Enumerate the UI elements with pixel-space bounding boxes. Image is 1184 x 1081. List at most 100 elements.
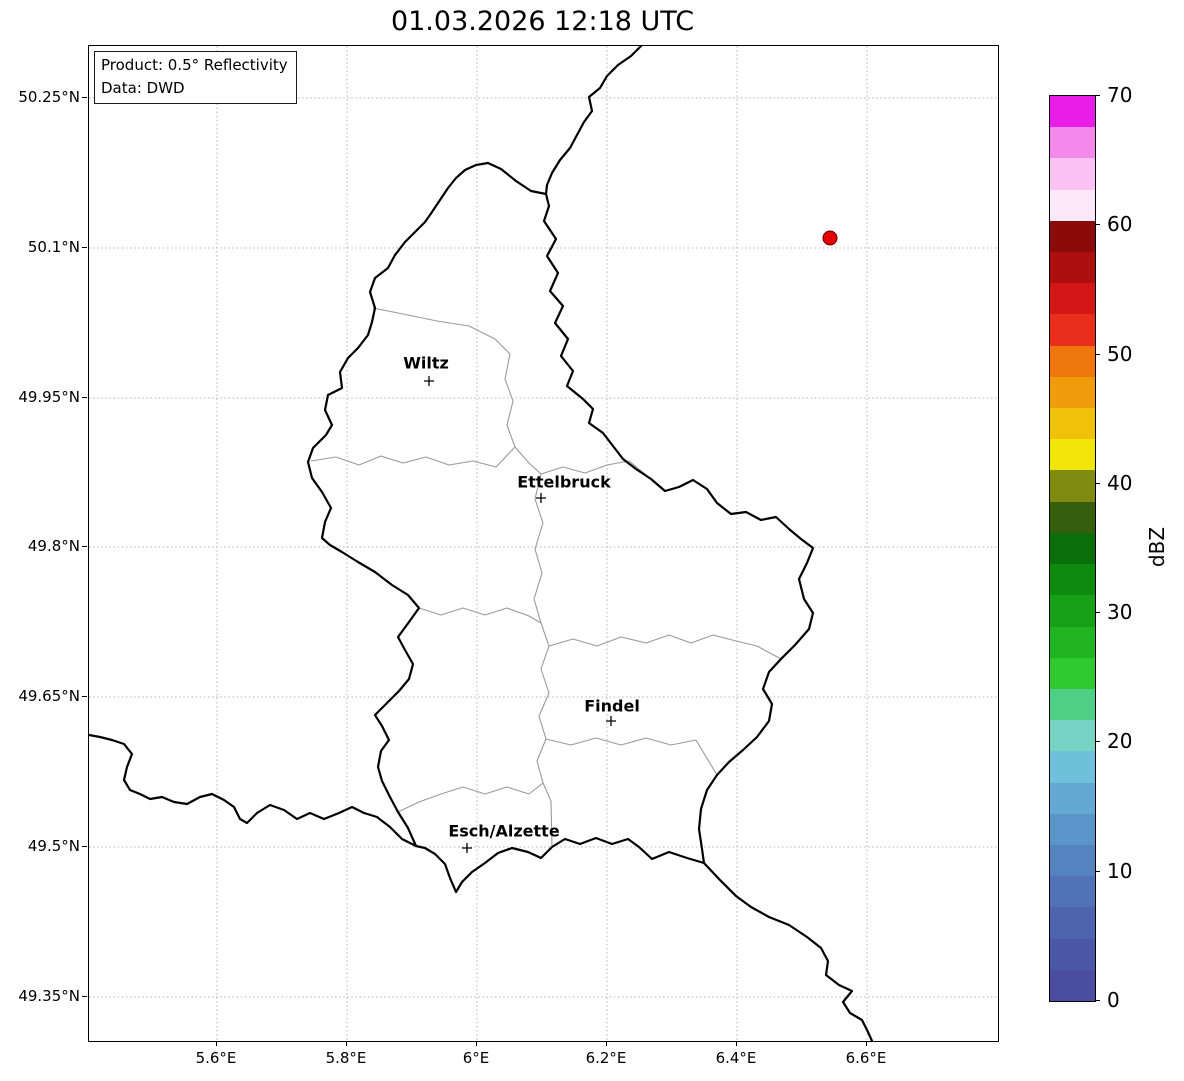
y-tick-mark (82, 846, 87, 847)
x-tick-mark (736, 1041, 737, 1046)
city-label: Esch/Alzette (448, 821, 560, 841)
colorbar-tick-mark (1095, 741, 1100, 743)
colorbar-tick-mark (1095, 870, 1100, 872)
y-tick-mark (82, 247, 87, 248)
x-tick-mark (216, 1041, 217, 1046)
map-plot: Product: 0.5° Reflectivity Data: DWD Wil… (88, 45, 999, 1042)
district-border-west (310, 446, 516, 468)
product-info-box: Product: 0.5° Reflectivity Data: DWD (94, 51, 297, 104)
luxembourg-border (306, 161, 815, 894)
luxembourg-map-canvas (89, 46, 998, 1041)
x-tick-mark (866, 1041, 867, 1046)
colorbar-segment (1050, 626, 1095, 658)
x-tick-label: 6.2°E (585, 1049, 627, 1067)
reflectivity-colorbar (1049, 95, 1096, 1002)
y-tick-mark (82, 996, 87, 997)
grid-lines (89, 46, 998, 1041)
colorbar-tick-label: 10 (1107, 858, 1133, 883)
colorbar-tick-mark (1095, 95, 1100, 96)
colorbar-segment (1050, 501, 1095, 533)
colorbar-tick-label: 50 (1107, 341, 1133, 366)
colorbar-segment (1050, 220, 1095, 253)
colorbar-tick-mark (1095, 1000, 1100, 1001)
y-tick-mark (82, 97, 87, 98)
colorbar-tick-label: 70 (1107, 83, 1133, 107)
colorbar-unit-label: dBZ (1145, 526, 1169, 568)
district-border-center-west (418, 607, 542, 624)
colorbar-segment (1050, 126, 1095, 159)
border-belgium-germany-north (544, 46, 643, 196)
y-tick-label: 49.95°N (18, 388, 80, 406)
city-label: Findel (584, 696, 640, 716)
city-marker-cross (424, 376, 434, 386)
product-info-line: Product: 0.5° Reflectivity (101, 56, 288, 74)
colorbar-tick-label: 0 (1107, 988, 1120, 1012)
x-tick-label: 5.8°E (325, 1049, 367, 1067)
colorbar-segment (1050, 969, 1095, 1001)
colorbar-tick-mark (1095, 612, 1100, 614)
colorbar-segment (1050, 657, 1095, 689)
colorbar-segment (1050, 906, 1095, 939)
y-tick-label: 49.8°N (27, 537, 80, 555)
colorbar-segment (1050, 376, 1095, 409)
colorbar-segment (1050, 782, 1095, 814)
colorbar-segment (1050, 407, 1095, 440)
colorbar-tick-label: 40 (1107, 470, 1133, 495)
radar-echo-layer (822, 230, 838, 246)
radar-echo-dot (822, 230, 838, 246)
x-tick-label: 6.4°E (715, 1049, 757, 1067)
colorbar-segment (1050, 719, 1095, 752)
x-tick-mark (606, 1041, 607, 1046)
y-tick-label: 50.25°N (18, 88, 80, 106)
district-border-southwest (397, 782, 544, 813)
district-border-east (548, 634, 782, 660)
y-tick-mark (82, 546, 87, 547)
colorbar-tick-label: 30 (1107, 600, 1133, 625)
colorbar-segment (1050, 282, 1095, 315)
border-france-southwest (89, 733, 418, 848)
colorbar-segment (1050, 563, 1095, 596)
colorbar-segment (1050, 438, 1095, 471)
y-tick-label: 49.35°N (18, 987, 80, 1005)
y-tick-label: 49.5°N (27, 837, 80, 855)
city-marker-cross (536, 493, 546, 503)
x-tick-mark (346, 1041, 347, 1046)
figure-title: 01.03.2026 12:18 UTC (390, 6, 695, 37)
colorbar-segment (1050, 532, 1095, 565)
colorbar-segment (1050, 313, 1095, 346)
colorbar-segment (1050, 813, 1095, 845)
y-tick-label: 50.1°N (27, 238, 80, 256)
y-tick-label: 49.65°N (18, 687, 80, 705)
colorbar-segment (1050, 189, 1095, 221)
colorbar-segment (1050, 875, 1095, 908)
city-marker-cross (606, 716, 616, 726)
colorbar-tick-mark (1095, 224, 1100, 226)
x-tick-label: 5.6°E (195, 1049, 237, 1067)
colorbar-segment (1050, 688, 1095, 721)
district-border-south-vertical (536, 645, 553, 848)
city-label: Wiltz (403, 353, 449, 373)
data-source-line: Data: DWD (101, 78, 185, 97)
national-borders (89, 46, 874, 1041)
colorbar-segment (1050, 750, 1095, 783)
colorbar-segment (1050, 594, 1095, 627)
border-moselle-southeast (702, 861, 874, 1041)
x-tick-label: 6°E (462, 1049, 490, 1067)
colorbar-tick-mark (1095, 353, 1100, 355)
colorbar-tick-mark (1095, 482, 1100, 484)
y-tick-mark (82, 696, 87, 697)
colorbar-segment (1050, 470, 1095, 502)
colorbar-segment (1050, 938, 1095, 970)
district-border-southeast (545, 737, 718, 776)
city-marker-cross (462, 843, 472, 853)
city-label: Ettelbruck (517, 472, 611, 492)
colorbar-segment (1050, 844, 1095, 877)
district-border-north (372, 307, 542, 475)
colorbar-segments (1050, 95, 1095, 1001)
district-border-northeast (540, 460, 652, 480)
colorbar-segment (1050, 95, 1095, 128)
city-markers (424, 376, 616, 853)
colorbar-segment (1050, 251, 1095, 284)
district-border-center-vertical (533, 473, 550, 647)
